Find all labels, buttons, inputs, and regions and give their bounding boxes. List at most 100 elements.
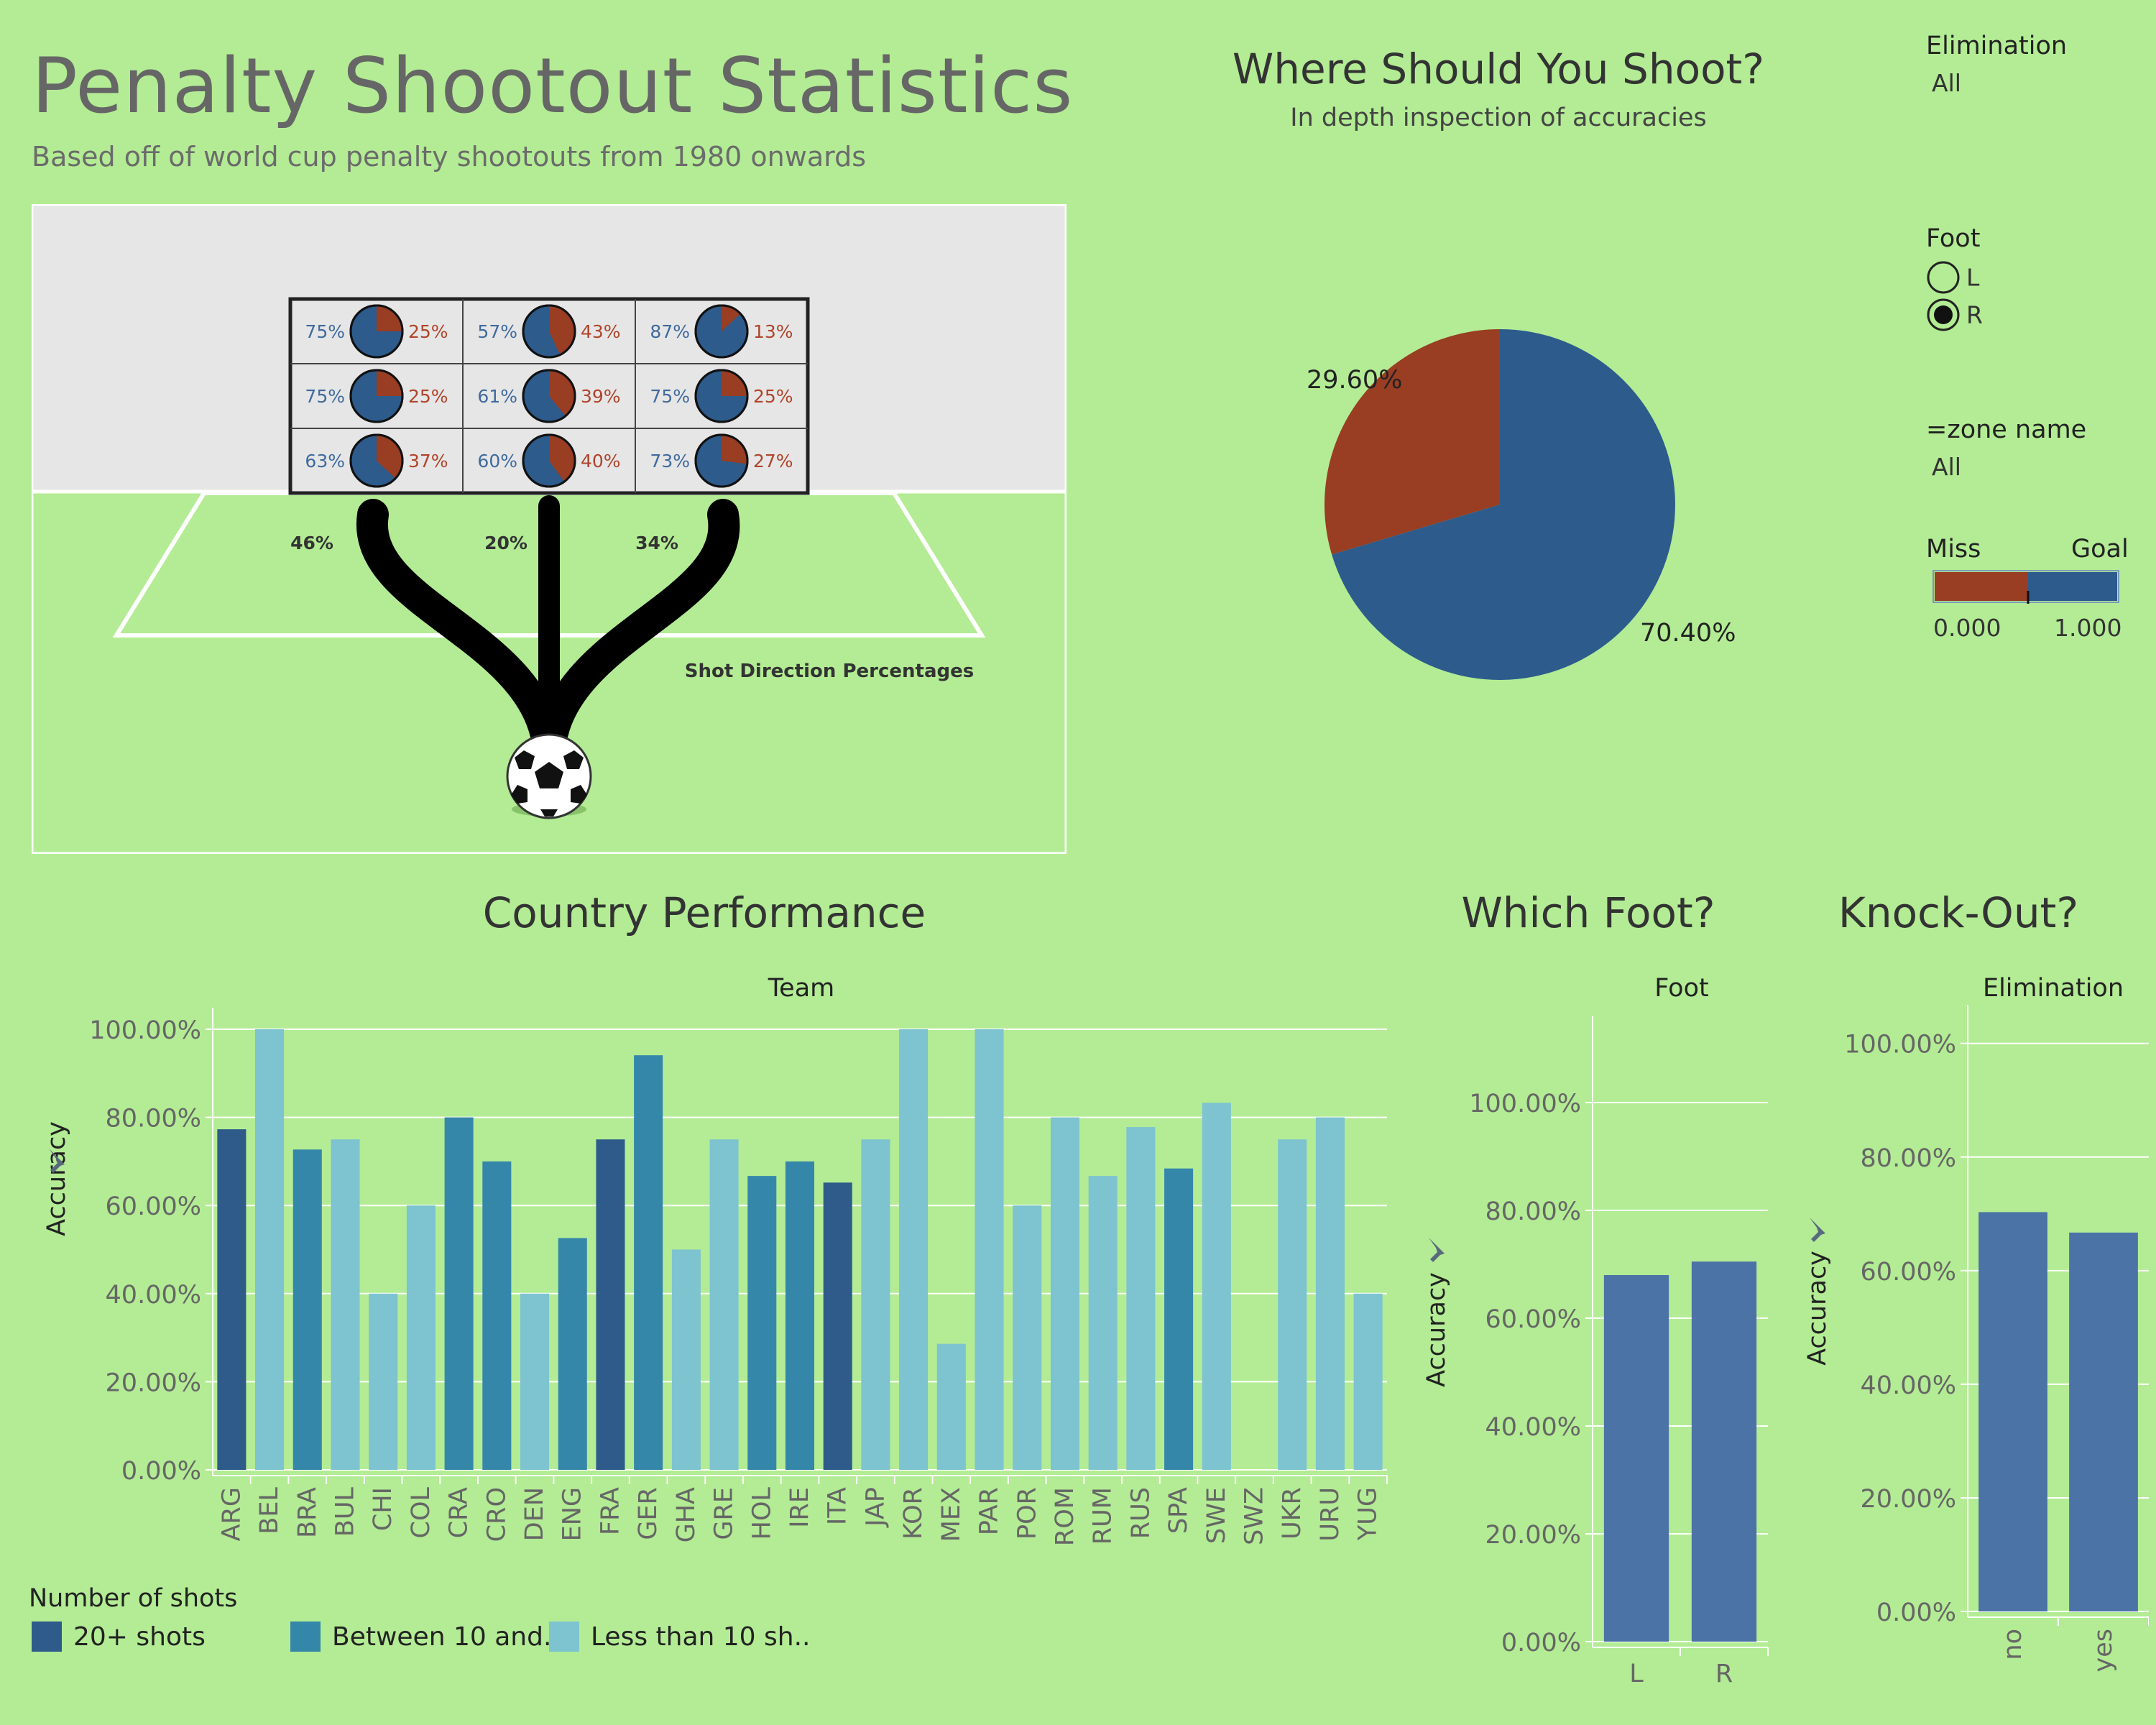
bar-yug[interactable] <box>1353 1293 1383 1470</box>
legend-item-less-10[interactable]: Less than 10 sh.. <box>549 1622 811 1652</box>
knockout-accuracy-chart: Elimination 0.00% 20.00% 40.00% 60.00% 80.00… <box>1803 974 2149 1672</box>
pin-icon[interactable] <box>1429 1238 1445 1262</box>
bar-bel[interactable] <box>255 1029 285 1470</box>
zone-cell[interactable]: 63% 37% <box>305 433 448 488</box>
zone-pies: 75% 25% 57% 43% 87% 13% 75% 25% 61% 39% 75% 25% 63% 3… <box>305 304 793 488</box>
zone-cell[interactable]: 57% 43% <box>477 304 621 359</box>
zone-cell[interactable]: 75% 25% <box>650 369 793 423</box>
bar-bra[interactable] <box>292 1149 322 1470</box>
x-tick-label: IRE <box>786 1487 814 1528</box>
y-tick-label: 80.00% <box>1485 1197 1581 1226</box>
bar-ita[interactable] <box>823 1182 852 1470</box>
bar-l[interactable] <box>1603 1275 1669 1642</box>
bar-yes[interactable] <box>2069 1232 2138 1611</box>
zone-miss-pct: 27% <box>753 451 793 472</box>
y-tick-label: 40.00% <box>106 1281 201 1310</box>
knockout-y-axis-title: Accuracy <box>1803 1251 1832 1366</box>
x-tick-label: ARG <box>217 1487 246 1541</box>
zone-pie-miss <box>722 305 741 331</box>
bar-no[interactable] <box>1978 1212 2047 1611</box>
bar-par[interactable] <box>975 1029 1004 1470</box>
x-tick-label: POR <box>1013 1487 1041 1540</box>
bar-den[interactable] <box>520 1293 550 1470</box>
zone-miss-pct: 25% <box>753 386 793 407</box>
bar-arg[interactable] <box>217 1129 247 1470</box>
bar-hol[interactable] <box>747 1176 777 1470</box>
x-tick-label: PAR <box>975 1487 1004 1535</box>
y-tick-label: 20.00% <box>1485 1521 1581 1550</box>
bar-jap[interactable] <box>861 1139 890 1470</box>
left-direction-arrow <box>356 499 565 773</box>
bar-swe[interactable] <box>1202 1103 1231 1470</box>
bar-cro[interactable] <box>482 1161 512 1470</box>
y-tick-label: 60.00% <box>1485 1305 1581 1334</box>
foot-radio-l[interactable]: L <box>1926 260 1979 295</box>
x-tick-label: BUL <box>331 1487 359 1537</box>
foot-radio-r-label: R <box>1966 300 1983 329</box>
legend-item-20-plus[interactable]: 20+ shots <box>32 1622 206 1652</box>
direction-center-pct: 20% <box>484 533 528 553</box>
bar-gha[interactable] <box>671 1249 701 1471</box>
zone-cell[interactable]: 60% 40% <box>477 433 621 488</box>
x-tick-label: yes <box>2089 1629 2118 1672</box>
x-tick-label: UKR <box>1278 1487 1307 1540</box>
foot-chart-header: Foot <box>1654 974 1708 1003</box>
bar-cra[interactable] <box>444 1117 474 1470</box>
elimination-filter-value[interactable]: All <box>1932 69 1961 97</box>
bar-kor[interactable] <box>899 1029 929 1470</box>
foot-radio-r[interactable]: R <box>1926 298 1983 332</box>
bar-ger[interactable] <box>634 1055 663 1470</box>
right-direction-arrow <box>533 499 740 773</box>
bar-rus[interactable] <box>1126 1127 1156 1470</box>
legend-swatch-10-to-20 <box>290 1622 321 1652</box>
zone-cell[interactable]: 75% 25% <box>305 304 448 359</box>
zone-miss-pct: 25% <box>408 386 448 407</box>
x-tick-label: BEL <box>255 1486 284 1534</box>
legend-item-10-to-20[interactable]: Between 10 and.. <box>290 1622 560 1652</box>
zone-pie-miss <box>549 435 575 482</box>
pie-slice-miss[interactable] <box>1325 329 1500 555</box>
bar-ire[interactable] <box>785 1161 815 1470</box>
legend-label-20-plus: 20+ shots <box>73 1622 206 1652</box>
bar-bul[interactable] <box>331 1139 360 1470</box>
zone-miss-pct: 37% <box>408 451 448 472</box>
zone-goal-pct: 61% <box>477 386 517 407</box>
x-tick-label: HOL <box>747 1487 776 1540</box>
bar-por[interactable] <box>1013 1205 1042 1470</box>
zone-goal-pct: 60% <box>477 451 517 472</box>
pie-slice-goal[interactable] <box>1332 329 1675 680</box>
bar-mex[interactable] <box>936 1343 966 1470</box>
bar-chi[interactable] <box>369 1293 398 1470</box>
bar-col[interactable] <box>406 1205 436 1470</box>
zone-pie-miss <box>377 370 402 396</box>
direction-left-pct: 46% <box>290 533 333 553</box>
zone-cell[interactable]: 75% 25% <box>305 369 448 423</box>
bar-fra[interactable] <box>596 1139 625 1470</box>
zone-filter-value[interactable]: All <box>1932 453 1961 481</box>
bar-spa[interactable] <box>1164 1168 1194 1470</box>
x-tick-label: COL <box>407 1487 436 1539</box>
x-tick-label: SWE <box>1202 1487 1231 1544</box>
bar-uru[interactable] <box>1315 1117 1345 1470</box>
zone-cell[interactable]: 61% 39% <box>477 369 621 423</box>
zone-cell[interactable]: 73% 27% <box>650 433 793 488</box>
pin-icon[interactable] <box>49 1149 65 1173</box>
pin-icon[interactable] <box>1810 1218 1825 1242</box>
bar-eng[interactable] <box>558 1238 587 1470</box>
foot-section-title: Which Foot? <box>1461 888 1715 937</box>
bar-gre[interactable] <box>709 1139 739 1470</box>
bar-ukr[interactable] <box>1278 1139 1307 1470</box>
y-tick-label: 0.00% <box>1876 1598 1956 1627</box>
x-tick-label: ITA <box>824 1487 852 1525</box>
bar-rum[interactable] <box>1088 1176 1118 1470</box>
zone-cell[interactable]: 87% 13% <box>650 304 793 359</box>
y-tick-label: 0.00% <box>121 1457 201 1486</box>
x-tick-label: JAP <box>861 1487 890 1528</box>
knockout-chart-header: Elimination <box>1983 974 2124 1003</box>
bar-rom[interactable] <box>1050 1117 1079 1470</box>
y-tick-label: 40.00% <box>1485 1413 1581 1442</box>
x-tick-label: ROM <box>1051 1487 1079 1546</box>
x-tick-label: RUS <box>1126 1487 1155 1539</box>
y-tick-label: 80.00% <box>1861 1144 1956 1173</box>
bar-r[interactable] <box>1691 1261 1757 1642</box>
